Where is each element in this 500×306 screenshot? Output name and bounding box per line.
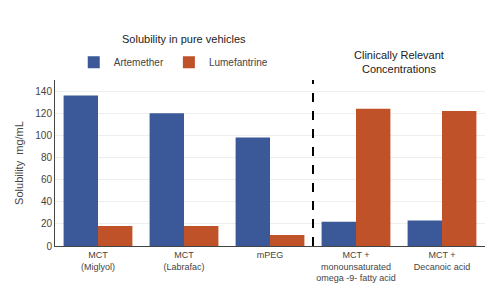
svg-text:120: 120: [35, 108, 52, 119]
svg-text:Clinically RelevantConcentrati: Clinically RelevantConcentrations: [354, 49, 444, 75]
svg-text:Artemether: Artemether: [114, 57, 164, 68]
svg-text:MCT(Labrafac): MCT(Labrafac): [163, 250, 204, 272]
svg-text:80: 80: [41, 152, 53, 163]
svg-text:MCT(Miglyol): MCT(Miglyol): [81, 250, 115, 272]
svg-text:mPEG: mPEG: [257, 250, 284, 260]
svg-text:100: 100: [35, 130, 52, 141]
svg-text:Lumefantrine: Lumefantrine: [209, 57, 268, 68]
svg-text:40: 40: [41, 196, 53, 207]
svg-text:Solubility mg/mL: Solubility mg/mL: [13, 121, 25, 205]
svg-text:20: 20: [41, 218, 53, 229]
svg-text:MCT +Decanoic acid: MCT +Decanoic acid: [414, 250, 471, 272]
svg-text:0: 0: [46, 241, 52, 252]
svg-text:60: 60: [41, 174, 53, 185]
svg-text:MCT +monounsaturatedomega -9-: MCT +monounsaturatedomega -9- fatty acid: [316, 250, 396, 283]
svg-text:140: 140: [35, 86, 52, 97]
svg-text:Solubility in pure vehicles: Solubility in pure vehicles: [122, 33, 246, 45]
